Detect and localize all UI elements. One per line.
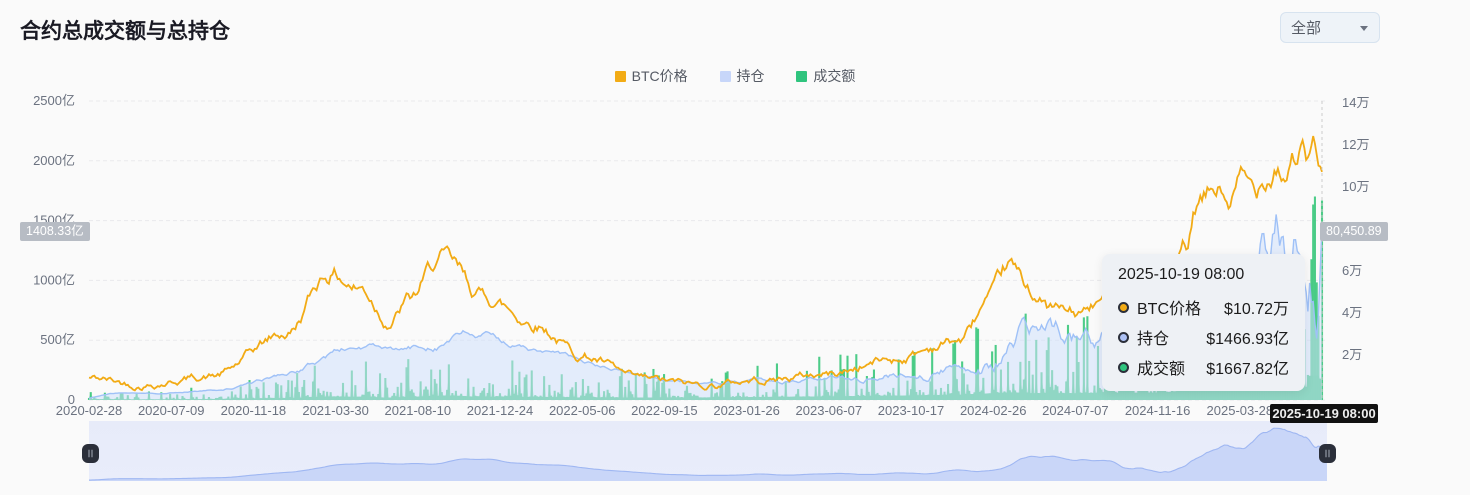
svg-text:500亿: 500亿 <box>40 332 75 347</box>
svg-text:2万: 2万 <box>1342 347 1362 362</box>
svg-text:2000亿: 2000亿 <box>33 153 75 168</box>
svg-text:2022-09-15: 2022-09-15 <box>631 403 698 418</box>
svg-text:12万: 12万 <box>1342 137 1369 152</box>
svg-text:10万: 10万 <box>1342 179 1369 194</box>
svg-text:2500亿: 2500亿 <box>33 93 75 108</box>
svg-text:2020-07-09: 2020-07-09 <box>138 403 205 418</box>
svg-text:2020-11-18: 2020-11-18 <box>221 403 287 418</box>
svg-text:14万: 14万 <box>1342 95 1369 110</box>
svg-text:6万: 6万 <box>1342 263 1362 278</box>
svg-text:2024-11-16: 2024-11-16 <box>1125 403 1191 418</box>
svg-text:2023-10-17: 2023-10-17 <box>878 403 945 418</box>
svg-text:2021-12-24: 2021-12-24 <box>467 403 534 418</box>
svg-text:1000亿: 1000亿 <box>33 272 75 287</box>
svg-text:2021-08-10: 2021-08-10 <box>385 403 452 418</box>
svg-text:2025-03-28: 2025-03-28 <box>1207 403 1274 418</box>
svg-text:2023-06-07: 2023-06-07 <box>796 403 863 418</box>
svg-text:2023-01-26: 2023-01-26 <box>713 403 780 418</box>
svg-text:2021-03-30: 2021-03-30 <box>302 403 369 418</box>
svg-text:2024-02-26: 2024-02-26 <box>960 403 1027 418</box>
svg-text:2020-02-28: 2020-02-28 <box>56 403 123 418</box>
svg-text:4万: 4万 <box>1342 305 1362 320</box>
svg-text:2024-07-07: 2024-07-07 <box>1042 403 1109 418</box>
svg-text:2022-05-06: 2022-05-06 <box>549 403 616 418</box>
